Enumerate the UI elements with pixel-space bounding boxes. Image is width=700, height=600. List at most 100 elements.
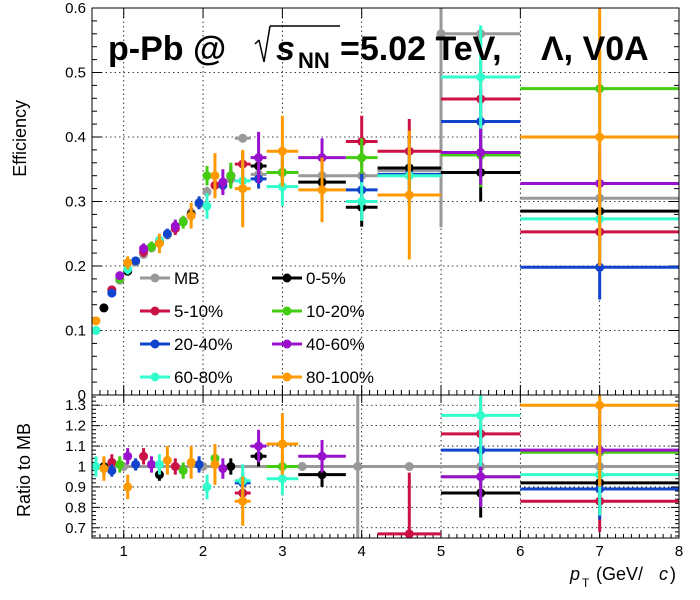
data-point bbox=[202, 474, 212, 500]
data-point bbox=[115, 271, 125, 281]
series-80-100- bbox=[91, 8, 679, 326]
xtick-label: 1 bbox=[120, 543, 128, 560]
efficiency-ticks bbox=[92, 7, 680, 396]
data-point bbox=[99, 456, 109, 481]
data-point bbox=[226, 458, 236, 475]
data-point bbox=[210, 444, 220, 485]
data-point bbox=[441, 120, 521, 185]
data-point bbox=[123, 256, 133, 270]
data-point bbox=[194, 456, 204, 473]
legend-marker bbox=[150, 306, 160, 316]
legend: MB 0-5% 5-10% 10-20% 20-40% 40-60% 60-80% 80-10… bbox=[140, 269, 374, 387]
ytick-label: 0.8 bbox=[65, 499, 86, 516]
marker bbox=[218, 177, 228, 187]
data-point bbox=[91, 456, 101, 477]
data-point bbox=[178, 215, 188, 229]
data-point bbox=[154, 233, 164, 254]
marker bbox=[99, 303, 109, 313]
data-point bbox=[266, 115, 299, 187]
ratio-frame bbox=[91, 394, 680, 539]
data-point bbox=[139, 448, 149, 465]
legend-label: 40-60% bbox=[306, 335, 365, 354]
efficiency-ylabel: Efficiency bbox=[10, 100, 30, 177]
marker bbox=[210, 171, 220, 181]
marker bbox=[91, 326, 101, 335]
ratio-ytick-labels: 0.7 0.8 0.9 1 1.1 1.2 1.3 bbox=[65, 397, 86, 537]
marker bbox=[107, 466, 117, 476]
data-point bbox=[123, 448, 133, 465]
ytick-label: 1.1 bbox=[65, 438, 86, 455]
ytick-label: 0.1 bbox=[65, 323, 86, 340]
ratio-ylabel: Ratio to MB bbox=[14, 423, 34, 517]
data-point bbox=[170, 219, 180, 233]
marker bbox=[107, 457, 117, 467]
marker bbox=[154, 238, 164, 248]
legend-label: 10-20% bbox=[306, 302, 365, 321]
marker bbox=[91, 316, 101, 326]
data-point bbox=[91, 316, 101, 326]
ratio-xtick-labels: 1 2 3 4 5 6 7 8 bbox=[120, 543, 684, 560]
legend-entry: MB bbox=[140, 269, 200, 288]
marker bbox=[476, 410, 486, 420]
legend-marker bbox=[282, 273, 292, 283]
data-point bbox=[178, 462, 188, 479]
data-point bbox=[520, 8, 679, 266]
efficiency-panel: 0 0.1 0.2 0.3 0.4 0.5 0.6 Efficiency p-Pb @ s … bbox=[10, 0, 680, 404]
legend-label: 60-80% bbox=[174, 368, 233, 387]
marker bbox=[595, 132, 605, 142]
data-point bbox=[377, 472, 442, 539]
marker bbox=[202, 482, 212, 492]
data-point bbox=[202, 193, 212, 219]
marker bbox=[194, 198, 204, 208]
marker bbox=[254, 153, 264, 163]
marker bbox=[194, 459, 204, 469]
marker bbox=[131, 256, 141, 266]
marker bbox=[277, 439, 287, 449]
data-point bbox=[266, 413, 299, 475]
title-collision: p-Pb @ bbox=[108, 30, 226, 68]
xlabel-rest: (GeV/ bbox=[591, 564, 643, 584]
xtick-label: 2 bbox=[199, 543, 207, 560]
marker bbox=[226, 171, 236, 181]
marker bbox=[146, 242, 156, 252]
data-point bbox=[186, 446, 196, 479]
legend-entry: 80-100% bbox=[272, 368, 374, 387]
data-point bbox=[234, 476, 251, 526]
marker bbox=[123, 451, 133, 461]
legend-marker bbox=[150, 372, 160, 382]
ytick-label: 1.2 bbox=[65, 418, 86, 435]
marker bbox=[123, 482, 133, 492]
ytick-label: 0.9 bbox=[65, 479, 86, 496]
marker bbox=[186, 211, 196, 221]
data-point bbox=[194, 196, 204, 210]
legend-entry: 20-40% bbox=[140, 335, 233, 354]
marker bbox=[404, 190, 414, 200]
marker bbox=[146, 459, 156, 469]
data-point bbox=[131, 458, 141, 471]
legend-marker bbox=[282, 306, 292, 316]
ratio-xlabel: p T (GeV/ c ) bbox=[569, 564, 676, 590]
ytick-label: 0.5 bbox=[65, 65, 86, 82]
marker bbox=[238, 133, 248, 143]
xlabel-sub: T bbox=[582, 576, 590, 590]
xtick-label: 6 bbox=[516, 543, 524, 560]
xlabel-p: p bbox=[569, 564, 580, 584]
xlabel-close: ) bbox=[670, 564, 676, 584]
data-point bbox=[202, 166, 212, 186]
ytick-label: 0.2 bbox=[65, 258, 86, 275]
title-particle: Λ, V0A bbox=[541, 30, 649, 68]
legend-marker bbox=[150, 273, 160, 283]
data-point bbox=[131, 256, 141, 266]
legend-entry: 40-60% bbox=[272, 335, 365, 354]
marker bbox=[317, 451, 327, 461]
ytick-label: 0 bbox=[78, 387, 86, 404]
data-point bbox=[250, 131, 267, 184]
marker bbox=[139, 451, 149, 461]
ytick-label: 0.7 bbox=[65, 520, 86, 537]
data-point bbox=[441, 395, 521, 467]
data-point bbox=[234, 149, 251, 228]
data-point bbox=[107, 464, 117, 477]
sqrt-hook bbox=[254, 39, 260, 45]
marker bbox=[404, 529, 414, 539]
